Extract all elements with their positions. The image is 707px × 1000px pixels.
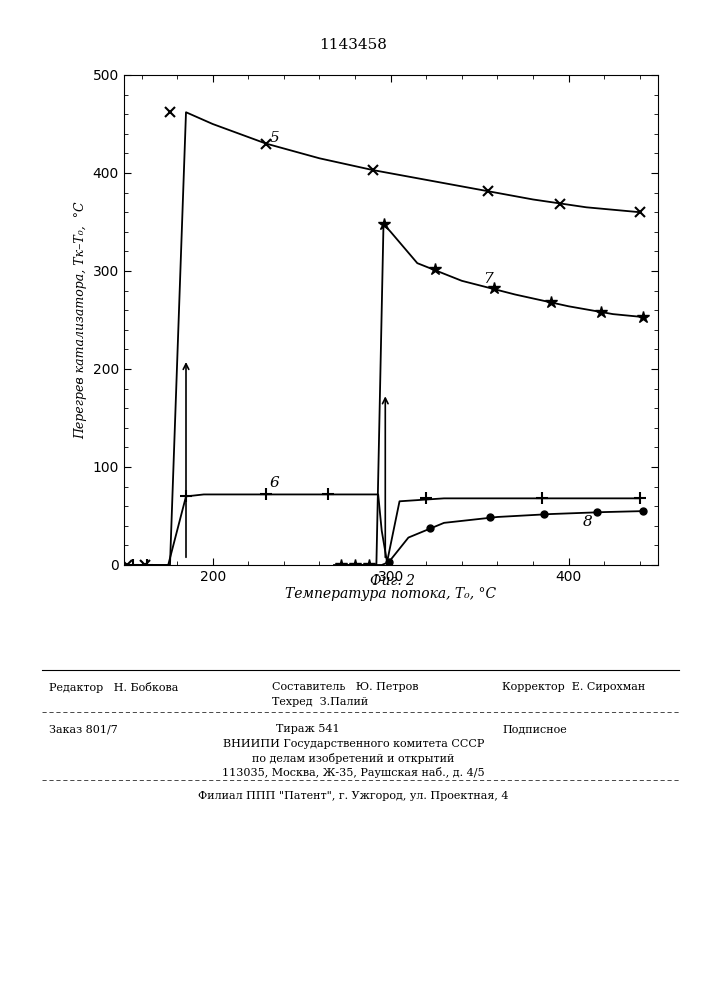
Text: 1143458: 1143458 <box>320 38 387 52</box>
Text: Редактор   Н. Бобкова: Редактор Н. Бобкова <box>49 682 179 693</box>
Text: Корректор  Е. Сирохман: Корректор Е. Сирохман <box>502 682 645 692</box>
Text: Филиал ППП "Патент", г. Ужгород, ул. Проектная, 4: Филиал ППП "Патент", г. Ужгород, ул. Про… <box>198 791 509 801</box>
Text: 7: 7 <box>483 272 493 286</box>
X-axis label: Температура потока, T₀, °C: Температура потока, T₀, °C <box>285 587 496 601</box>
Text: Техред  З.Палий: Техред З.Палий <box>272 697 368 707</box>
Text: 113035, Москва, Ж-35, Раушская наб., д. 4/5: 113035, Москва, Ж-35, Раушская наб., д. … <box>222 767 485 778</box>
Text: Тираж 541: Тираж 541 <box>276 724 339 734</box>
Y-axis label: Перегрев катализатора, Tк–T₀,  °C: Перегрев катализатора, Tк–T₀, °C <box>74 201 87 439</box>
Text: Заказ 801/7: Заказ 801/7 <box>49 724 118 734</box>
Text: 5: 5 <box>269 131 279 145</box>
Text: Фиг. 2: Фиг. 2 <box>370 574 415 588</box>
Text: 8: 8 <box>583 515 592 529</box>
Text: Составитель   Ю. Петров: Составитель Ю. Петров <box>272 682 419 692</box>
Text: ВНИИПИ Государственного комитета СССР: ВНИИПИ Государственного комитета СССР <box>223 739 484 749</box>
Text: Подписное: Подписное <box>502 724 567 734</box>
Text: 6: 6 <box>269 476 279 490</box>
Text: по делам изобретений и открытий: по делам изобретений и открытий <box>252 753 455 764</box>
